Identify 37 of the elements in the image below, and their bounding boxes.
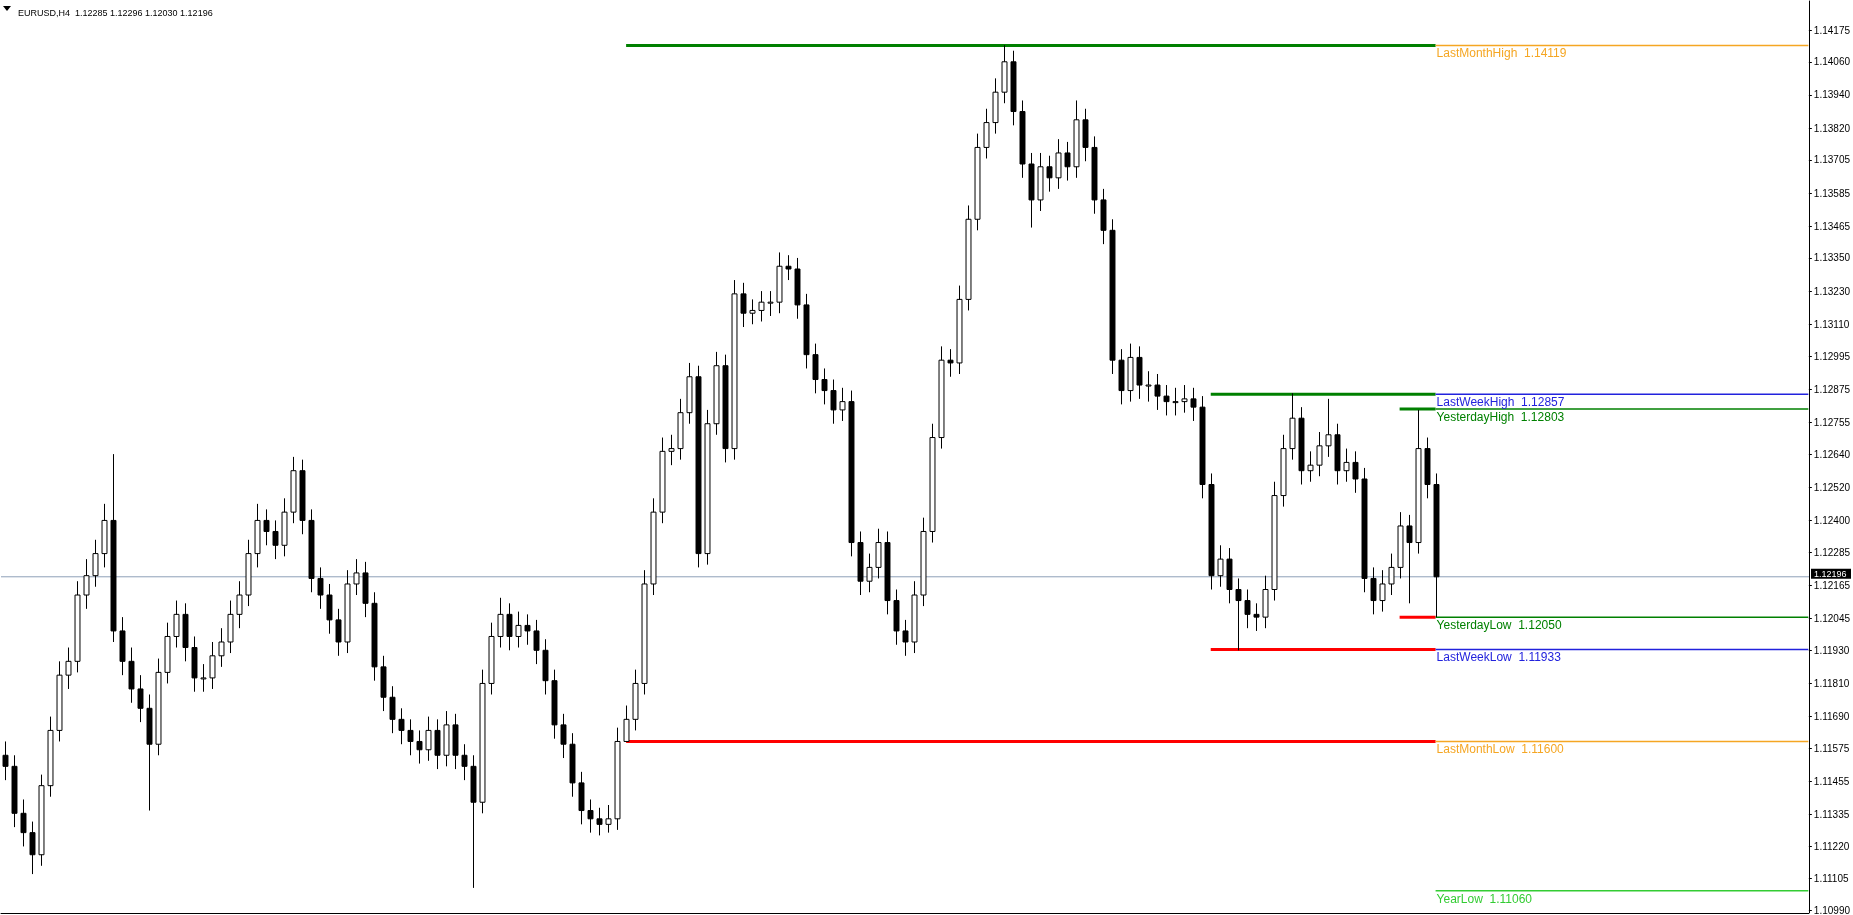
y-tick-label: 1.11930	[1813, 644, 1850, 656]
y-tick-label: 1.11690	[1813, 711, 1850, 723]
y-tick-label: 1.13230	[1813, 285, 1851, 297]
ref-line-label: 1.12196	[1814, 568, 1847, 579]
y-tick-label: 1.12520	[1813, 481, 1851, 493]
ref-line-label: YesterdayLow 1.12050	[1436, 618, 1562, 633]
y-tick-label: 1.12875	[1813, 383, 1851, 395]
y-tick-label: 1.12755	[1813, 416, 1851, 428]
y-tick-label: 1.12165	[1813, 579, 1851, 591]
y-tick-label: 1.11455	[1813, 776, 1850, 788]
y-tick-label: 1.13705	[1813, 154, 1851, 166]
y-tick-label: 1.11810	[1813, 677, 1850, 689]
y-tick-label: 1.11335	[1813, 809, 1850, 821]
y-tick-label: 1.13940	[1813, 89, 1851, 101]
ref-line-label: LastMonthHigh 1.14119	[1436, 46, 1567, 61]
y-tick-label: 1.12045	[1813, 613, 1851, 625]
y-tick-label: 1.12640	[1813, 448, 1851, 460]
y-tick-label: 1.11220	[1813, 840, 1850, 852]
ref-line-label: YesterdayHigh 1.12803	[1436, 410, 1565, 425]
ref-line-label: YearLow 1.11060	[1436, 891, 1533, 906]
y-tick-label: 1.12995	[1813, 350, 1851, 362]
y-tick-label: 1.14175	[1813, 24, 1851, 36]
y-tick-label: 1.12400	[1813, 514, 1851, 526]
text: EURUSD,H4 1.12285 1.12296 1.12030 1.12196	[18, 7, 213, 18]
y-tick-label: 1.13350	[1813, 252, 1851, 264]
ref-line-label: LastMonthLow 1.11600	[1436, 742, 1565, 757]
ref-line-label: LastWeekHigh 1.12857	[1436, 395, 1565, 410]
y-tick-label: 1.13585	[1813, 187, 1851, 199]
y-tick-label: 1.13110	[1813, 318, 1850, 330]
ref-line-label: LastWeekLow 1.11933	[1436, 650, 1562, 665]
y-tick-label: 1.11105	[1813, 872, 1849, 884]
y-tick-label: 1.12285	[1813, 546, 1851, 558]
y-tick-label: 1.11575	[1813, 742, 1850, 754]
y-tick-label: 1.10990	[1813, 904, 1851, 915]
y-tick-label: 1.14060	[1813, 56, 1851, 68]
y-tick-label: 1.13820	[1813, 122, 1851, 134]
y-tick-label: 1.13465	[1813, 220, 1851, 232]
